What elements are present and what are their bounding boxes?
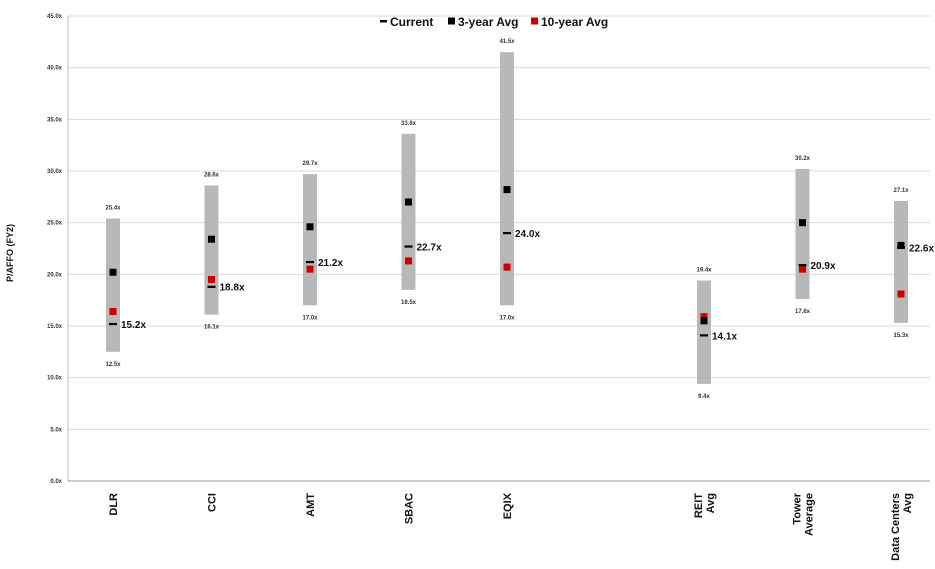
current-value-label: 24.0x <box>515 229 540 240</box>
y-tick-label: 40.0x <box>47 66 63 72</box>
three-year-avg-marker <box>405 198 412 206</box>
three-year-avg-marker <box>306 223 314 231</box>
y-tick-label: 45.0x <box>47 14 63 20</box>
range-high-label: 33.6x <box>401 121 417 127</box>
category-label-line: Avg <box>705 493 717 513</box>
range-bar <box>303 174 317 306</box>
ten-year-avg-marker <box>503 263 511 271</box>
three-year-avg-marker <box>700 317 708 325</box>
current-value-label: 22.6x <box>909 243 934 254</box>
three-year-avg-marker <box>208 235 215 243</box>
three-year-avg-marker <box>503 186 511 194</box>
current-marker <box>109 322 117 326</box>
range-high-label: 41.5x <box>499 39 515 45</box>
three-year-avg-marker <box>799 219 806 227</box>
category-label-line: Average <box>804 493 816 536</box>
current-marker <box>700 334 708 337</box>
category-label: DLR <box>108 493 120 516</box>
range-low-label: 18.5x <box>401 300 417 306</box>
range-high-label: 27.1x <box>893 188 909 194</box>
ten-year-avg-marker <box>799 265 806 273</box>
legend-label: Current <box>390 15 433 29</box>
category-labels: DLR CCI AMT SBAC EQIX REIT Avg Tower Average Data… <box>108 492 914 561</box>
current-value-label: 15.2x <box>121 320 146 331</box>
legend-label: 3-year Avg <box>458 15 518 29</box>
current-value-label: 20.9x <box>811 261 836 272</box>
range-bar <box>204 185 219 315</box>
range-bar <box>894 200 908 323</box>
y-tick-label: 5.0x <box>50 427 62 433</box>
category-label: CCI <box>207 493 219 512</box>
legend-three-year-swatch <box>448 17 455 25</box>
range-bar <box>795 168 810 300</box>
current-marker <box>503 232 511 235</box>
category-label-line: EQIX <box>502 492 514 519</box>
range-bars: 25.4x 12.5x 15.2x 28.6x 16.1x 18.8x 29.7x 17.0x… <box>105 39 934 400</box>
legend-ten-year-swatch <box>531 17 538 25</box>
current-value-label: 18.8x <box>220 283 245 294</box>
category-label: AMT <box>305 493 317 517</box>
current-marker <box>798 264 807 267</box>
y-tick-label: 25.0x <box>47 221 63 227</box>
range-high-label: 29.7x <box>302 161 318 167</box>
y-tick-label: 20.0x <box>47 272 63 278</box>
legend-label: 10-year Avg <box>541 15 608 29</box>
category-label-line: SBAC <box>404 493 416 524</box>
range-bar <box>401 133 416 290</box>
range-low-label: 16.1x <box>204 325 220 331</box>
ten-year-avg-marker <box>109 308 117 316</box>
current-value-label: 22.7x <box>417 242 442 253</box>
category-label: SBAC <box>404 493 416 524</box>
category-label-line: Avg <box>902 493 914 513</box>
current-marker <box>306 260 314 264</box>
category-label-line: CCI <box>207 493 219 512</box>
three-year-avg-marker <box>109 268 117 276</box>
category-label-line: Tower <box>792 492 804 524</box>
current-marker <box>897 246 905 249</box>
three-year-avg-marker <box>897 241 905 249</box>
y-tick-label: 10.0x <box>47 376 63 382</box>
y-tick-label: 15.0x <box>47 324 63 330</box>
ten-year-avg-marker <box>208 276 215 283</box>
category-label: Tower Average <box>792 492 816 536</box>
current-value-label: 14.1x <box>712 331 737 342</box>
category-label-line: Data Centers <box>890 493 902 561</box>
range-high-label: 28.6x <box>204 172 220 178</box>
range-high-label: 19.4x <box>696 268 712 274</box>
category-label: EQIX <box>502 492 514 519</box>
range-low-label: 17.0x <box>302 315 318 321</box>
category-label: Data Centers Avg <box>890 493 914 561</box>
current-value-label: 21.2x <box>318 258 343 269</box>
range-high-label: 30.2x <box>795 156 811 162</box>
range-low-label: 17.6x <box>795 309 811 315</box>
ten-year-avg-marker <box>306 265 314 273</box>
y-tick-label: 35.0x <box>47 117 63 123</box>
range-low-label: 15.3x <box>893 333 909 339</box>
y-axis-ticks: 0.0x 5.0x 10.0x 15.0x 20.0x 25.0x 30.0x 35.0x 40… <box>47 14 63 485</box>
legend-current-swatch <box>380 20 387 23</box>
y-tick-label: 0.0x <box>50 479 62 485</box>
category-label-line: DLR <box>108 493 120 516</box>
range-bar <box>106 218 120 352</box>
category-label-line: AMT <box>305 493 317 517</box>
category-label-line: REIT <box>693 493 705 518</box>
ten-year-avg-marker <box>405 257 412 265</box>
range-low-label: 9.4x <box>698 394 710 400</box>
ten-year-avg-marker <box>897 290 905 298</box>
category-label: REIT Avg <box>693 493 717 518</box>
y-axis-label: P/AFFO (FY2) <box>5 224 15 282</box>
current-marker <box>207 285 216 288</box>
range-high-label: 25.4x <box>105 206 121 212</box>
current-marker <box>404 245 413 248</box>
y-tick-label: 30.0x <box>47 169 63 175</box>
legend: Current 3-year Avg 10-year Avg <box>380 15 608 29</box>
range-bar <box>500 52 514 306</box>
ten-year-avg-marker <box>700 313 708 321</box>
range-low-label: 12.5x <box>105 362 121 368</box>
range-low-label: 17.0x <box>499 315 515 321</box>
range-bar <box>697 280 711 384</box>
